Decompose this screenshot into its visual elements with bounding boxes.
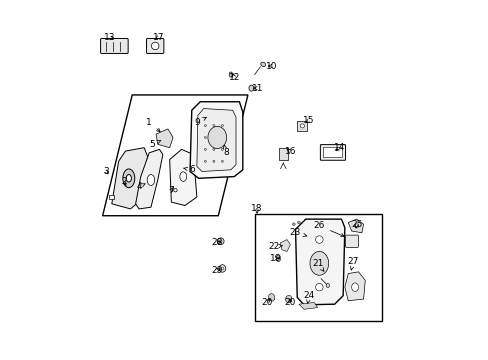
Ellipse shape [260, 62, 265, 67]
Ellipse shape [221, 136, 223, 139]
Text: 18: 18 [251, 204, 263, 213]
Text: 15: 15 [303, 116, 314, 125]
Bar [297, 121, 307, 131]
Ellipse shape [351, 283, 358, 291]
Polygon shape [102, 95, 247, 216]
Polygon shape [344, 272, 365, 301]
Text: 28: 28 [211, 238, 223, 247]
Text: 19: 19 [270, 254, 281, 263]
Ellipse shape [204, 125, 206, 127]
Text: 20: 20 [261, 298, 272, 307]
Polygon shape [156, 129, 173, 148]
Text: 7: 7 [168, 186, 174, 195]
Text: 3: 3 [103, 167, 109, 176]
Ellipse shape [147, 175, 154, 185]
Ellipse shape [207, 126, 226, 149]
Ellipse shape [268, 294, 274, 301]
Text: 22: 22 [268, 242, 282, 251]
Ellipse shape [212, 148, 214, 150]
Ellipse shape [315, 283, 323, 291]
Bar [109, 195, 113, 199]
Text: 16: 16 [284, 147, 296, 156]
Ellipse shape [122, 169, 135, 188]
FancyBboxPatch shape [146, 39, 163, 53]
Ellipse shape [315, 236, 323, 243]
Ellipse shape [180, 172, 186, 181]
Ellipse shape [204, 136, 206, 139]
Polygon shape [280, 239, 290, 251]
Ellipse shape [212, 160, 214, 162]
Text: 13: 13 [103, 33, 115, 42]
Ellipse shape [276, 255, 280, 262]
Ellipse shape [325, 283, 329, 288]
FancyBboxPatch shape [320, 145, 345, 160]
Ellipse shape [204, 148, 206, 150]
Ellipse shape [292, 223, 295, 226]
Text: 23: 23 [289, 228, 306, 237]
Ellipse shape [212, 125, 214, 127]
Ellipse shape [212, 136, 214, 139]
Text: 12: 12 [228, 73, 240, 82]
Bar [278, 148, 287, 159]
Text: 5: 5 [149, 140, 161, 149]
Ellipse shape [300, 124, 304, 128]
Ellipse shape [173, 189, 177, 192]
Polygon shape [135, 149, 163, 209]
Text: 26: 26 [313, 221, 344, 237]
Polygon shape [190, 102, 243, 178]
Ellipse shape [126, 175, 131, 182]
Text: 27: 27 [347, 257, 358, 270]
Polygon shape [295, 219, 344, 305]
Polygon shape [298, 302, 317, 309]
Text: 9: 9 [194, 117, 206, 127]
Polygon shape [112, 148, 147, 209]
Ellipse shape [221, 125, 223, 127]
Text: 6: 6 [183, 165, 194, 174]
Polygon shape [197, 109, 236, 171]
Polygon shape [169, 149, 197, 206]
Text: 25: 25 [350, 220, 362, 229]
Text: 2: 2 [121, 177, 126, 186]
Ellipse shape [297, 221, 300, 224]
Text: 14: 14 [333, 143, 345, 152]
Text: 24: 24 [303, 291, 314, 303]
Ellipse shape [229, 72, 232, 77]
Polygon shape [347, 219, 363, 233]
Ellipse shape [151, 42, 159, 50]
Text: 10: 10 [265, 62, 277, 71]
Text: 21: 21 [311, 259, 323, 271]
Ellipse shape [354, 224, 358, 228]
FancyBboxPatch shape [323, 147, 342, 158]
Text: 4: 4 [136, 182, 145, 191]
Ellipse shape [221, 148, 223, 150]
Ellipse shape [204, 160, 206, 162]
Polygon shape [254, 214, 382, 321]
Text: 11: 11 [252, 84, 264, 93]
Ellipse shape [221, 267, 224, 270]
Ellipse shape [309, 251, 328, 275]
Ellipse shape [217, 238, 224, 245]
Ellipse shape [221, 160, 223, 162]
Text: 8: 8 [223, 145, 228, 157]
Text: 20: 20 [284, 298, 296, 307]
Text: 17: 17 [152, 33, 164, 42]
Text: 29: 29 [211, 266, 223, 275]
FancyBboxPatch shape [101, 39, 128, 53]
Ellipse shape [219, 265, 225, 272]
Ellipse shape [219, 240, 222, 243]
Ellipse shape [285, 295, 291, 303]
Text: 1: 1 [146, 118, 160, 132]
FancyBboxPatch shape [345, 235, 358, 247]
Ellipse shape [248, 85, 253, 91]
